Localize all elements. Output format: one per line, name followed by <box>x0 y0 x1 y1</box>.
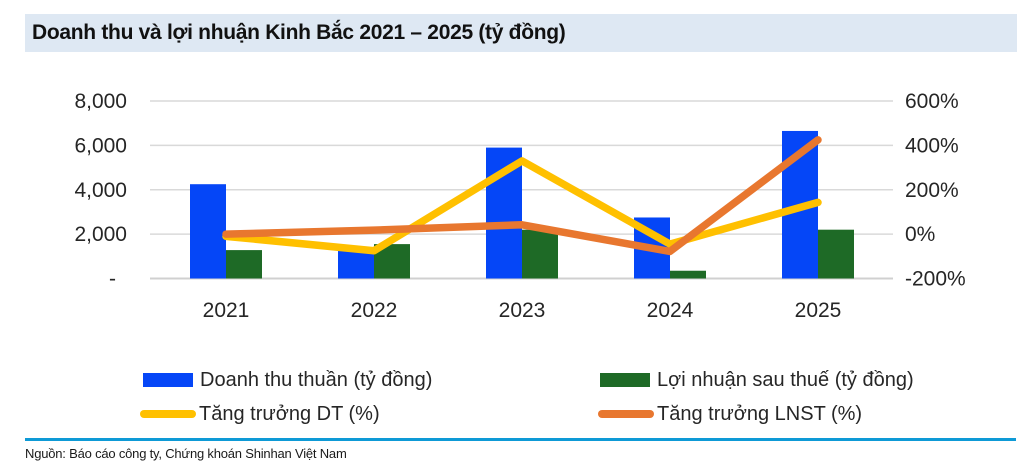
dt-growth-line <box>222 157 822 255</box>
legend-item-dt-growth: Tăng trưởng DT (%) <box>140 403 380 425</box>
chart-title: Doanh thu và lợi nhuận Kinh Bắc 2021 – 2… <box>32 21 566 44</box>
legend-item-profit: Lợi nhuận sau thuế (tỷ đồng) <box>600 369 914 391</box>
left-axis-tick-label: 8,000 <box>74 90 127 113</box>
left-axis-tick-label: 4,000 <box>74 179 127 202</box>
profit-bar <box>818 229 854 279</box>
left-axis-tick-label: - <box>109 268 116 291</box>
year-label: 2025 <box>795 299 842 322</box>
legend-label-revenue: Doanh thu thuần (tỷ đồng) <box>200 368 433 391</box>
source-note: Nguồn: Báo cáo công ty, Chứng khoán Shin… <box>25 446 347 461</box>
left-axis-tick-label: 2,000 <box>74 223 127 246</box>
lnst-growth-line <box>222 136 822 256</box>
revenue-bar <box>190 184 226 279</box>
revenue-swatch <box>143 373 193 387</box>
revenue-bar <box>338 250 374 279</box>
right-axis-tick-label: 0% <box>905 223 935 246</box>
right-axis-tick-label: 600% <box>905 90 959 113</box>
year-label: 2022 <box>351 299 398 322</box>
profit-swatch <box>600 373 650 387</box>
chart-title-bar: Doanh thu và lợi nhuận Kinh Bắc 2021 – 2… <box>25 14 1017 52</box>
profit-bar <box>522 229 558 279</box>
legend-item-revenue: Doanh thu thuần (tỷ đồng) <box>143 369 432 391</box>
dt-growth-swatch <box>140 410 196 418</box>
year-label: 2021 <box>203 299 250 322</box>
legend-label-lnst-growth: Tăng trưởng LNST (%) <box>657 402 863 425</box>
legend-label-profit: Lợi nhuận sau thuế (tỷ đồng) <box>657 368 914 391</box>
legend-label-dt-growth: Tăng trưởng DT (%) <box>199 402 380 425</box>
right-axis-tick-label: -200% <box>905 268 966 291</box>
year-label: 2024 <box>647 299 694 322</box>
legend-item-lnst-growth: Tăng trưởng LNST (%) <box>598 403 862 425</box>
profit-bar <box>670 270 706 279</box>
divider-line <box>25 438 1016 441</box>
profit-bar <box>226 250 262 279</box>
year-label: 2023 <box>499 299 546 322</box>
lnst-growth-swatch <box>598 410 654 418</box>
right-axis-tick-label: 400% <box>905 134 959 157</box>
right-axis-tick-label: 200% <box>905 179 959 202</box>
left-axis-tick-label: 6,000 <box>74 134 127 157</box>
